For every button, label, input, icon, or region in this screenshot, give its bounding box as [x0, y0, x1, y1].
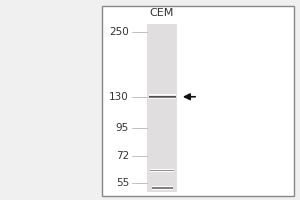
Bar: [148, 98, 176, 99]
Bar: [152, 186, 172, 187]
Text: 130: 130: [109, 92, 129, 102]
Bar: [148, 94, 176, 95]
Bar: [148, 97, 176, 98]
Text: 72: 72: [116, 151, 129, 161]
Bar: [148, 95, 176, 96]
Bar: [152, 189, 172, 190]
Bar: [152, 187, 172, 188]
Text: 250: 250: [109, 27, 129, 37]
Bar: [102, 6, 294, 196]
Bar: [147, 24, 177, 192]
Bar: [148, 96, 176, 97]
Text: 55: 55: [116, 178, 129, 188]
Text: 95: 95: [116, 123, 129, 133]
Bar: [152, 188, 172, 189]
Text: CEM: CEM: [150, 8, 174, 18]
